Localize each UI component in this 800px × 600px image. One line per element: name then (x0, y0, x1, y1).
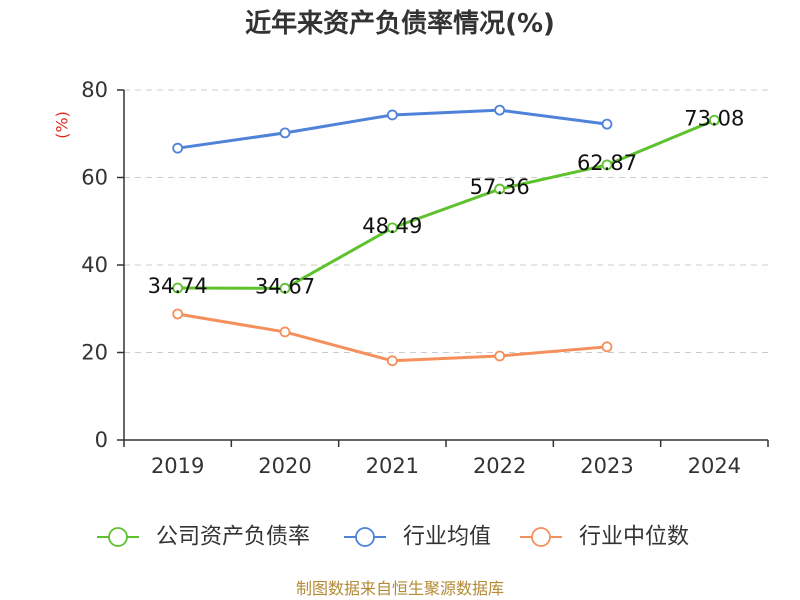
y-tick-label: 20 (81, 341, 108, 365)
y-tick-label: 60 (81, 166, 108, 190)
company-debt-ratio-data-label: 62.87 (577, 151, 637, 175)
industry-average-point (601, 118, 613, 130)
x-tick-label: 2022 (473, 454, 526, 478)
industry-median-point (172, 308, 184, 320)
series-layer: 34.74 34.67 48.49 57.36 62.87 73.08 (148, 104, 744, 367)
legend: 公司资产负债率 行业均值 行业中位数 (97, 525, 689, 550)
x-tick-label: 2020 (258, 454, 311, 478)
industry-median-point (386, 355, 398, 367)
x-tick-label: 2023 (580, 454, 633, 478)
company-debt-ratio-point (494, 183, 506, 195)
industry-average-point (386, 109, 398, 121)
legend-label: 公司资产负债率 (156, 525, 310, 550)
company-debt-ratio-line (176, 118, 716, 290)
legend-circle-icon (531, 527, 551, 547)
legend-item-industry-average[interactable]: 行业均值 (344, 525, 491, 550)
company-debt-ratio-data-label: 34.67 (255, 274, 315, 298)
x-tick-label: 2019 (151, 454, 204, 478)
legend-item-company-debt-ratio[interactable]: 公司资产负债率 (97, 525, 310, 550)
footer-source: 制图数据来自恒生聚源数据库 (296, 579, 504, 598)
x-tick-label: 2021 (366, 454, 419, 478)
company-debt-ratio-point (279, 282, 291, 294)
legend-circle-icon (108, 527, 128, 547)
y-tick-label: 80 (81, 78, 108, 102)
legend-circle-icon (355, 527, 375, 547)
y-tick-label: 0 (95, 428, 108, 452)
company-debt-ratio-data-label: 34.74 (148, 274, 208, 298)
industry-average-point (494, 104, 506, 116)
company-debt-ratio-data-label: 73.08 (684, 106, 744, 130)
company-debt-ratio-point (386, 222, 398, 234)
company-debt-ratio-point (601, 159, 613, 171)
legend-item-industry-median[interactable]: 行业中位数 (520, 525, 689, 550)
legend-label: 行业均值 (403, 525, 491, 550)
gridlines (124, 89, 768, 353)
axes: 0 20 40 60 80 2019 2020 2021 2022 2023 2024 (81, 78, 769, 478)
company-debt-ratio-data-label: 57.36 (470, 175, 530, 199)
industry-median-point (279, 326, 291, 338)
company-debt-ratio-point (172, 282, 184, 294)
industry-average-point (172, 142, 184, 154)
industry-average-point (279, 127, 291, 139)
legend-label: 行业中位数 (579, 525, 689, 550)
chart-title: 近年来资产负债率情况(%) (245, 8, 555, 39)
x-tick-label: 2024 (688, 454, 741, 478)
company-debt-ratio-point (708, 114, 720, 126)
y-tick-label: 40 (81, 253, 108, 277)
y-axis-label: (%) (53, 111, 72, 139)
company-debt-ratio-data-label: 48.49 (362, 214, 422, 238)
industry-median-point (494, 350, 506, 362)
industry-median-point (601, 341, 613, 353)
